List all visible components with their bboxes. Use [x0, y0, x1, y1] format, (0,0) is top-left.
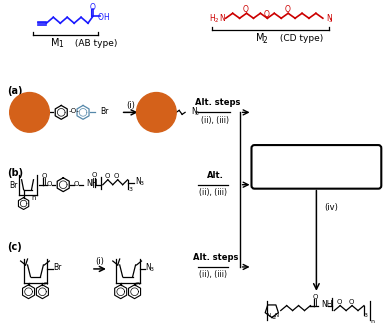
- Circle shape: [136, 93, 176, 132]
- Text: (AB type): (AB type): [72, 38, 118, 48]
- Text: 2: 2: [215, 18, 219, 23]
- Text: M: M: [313, 162, 323, 172]
- Text: 3: 3: [364, 313, 368, 318]
- Circle shape: [10, 93, 49, 132]
- Text: (ii), (iii): (ii), (iii): [199, 188, 227, 197]
- Text: 2: 2: [263, 36, 268, 45]
- Text: O: O: [114, 173, 120, 179]
- Text: N: N: [145, 263, 151, 273]
- Text: NH: NH: [321, 300, 333, 309]
- Text: (iv): (iv): [324, 203, 338, 212]
- Text: M: M: [321, 162, 331, 172]
- Text: (c): (c): [7, 242, 22, 252]
- Text: (ii), (iii): (ii), (iii): [199, 270, 227, 279]
- Text: M: M: [256, 33, 265, 43]
- Text: Br: Br: [100, 107, 108, 116]
- Text: M: M: [329, 162, 339, 172]
- Text: Alt.: Alt.: [207, 171, 224, 180]
- Text: 3: 3: [129, 187, 132, 192]
- Text: 1: 1: [333, 165, 338, 174]
- Text: O: O: [284, 5, 290, 14]
- Text: M: M: [352, 162, 363, 172]
- Text: -O-: -O-: [68, 108, 79, 114]
- FancyBboxPatch shape: [252, 145, 381, 189]
- Text: 1: 1: [349, 165, 354, 174]
- Text: n: n: [136, 281, 140, 286]
- Text: M: M: [51, 38, 60, 48]
- Text: H: H: [103, 13, 109, 22]
- Text: Br: Br: [53, 263, 62, 273]
- Text: O: O: [73, 181, 79, 187]
- Text: 1: 1: [58, 40, 63, 50]
- Text: O: O: [91, 172, 96, 178]
- Text: H: H: [209, 14, 215, 23]
- Text: Br: Br: [10, 181, 18, 190]
- Text: M: M: [337, 162, 347, 172]
- Text: O: O: [104, 173, 109, 179]
- Text: M: M: [345, 162, 355, 172]
- Text: N: N: [136, 177, 141, 186]
- Text: 3: 3: [329, 18, 332, 23]
- Text: n: n: [31, 195, 36, 200]
- Text: 3: 3: [140, 181, 143, 186]
- Text: (ii), (iii): (ii), (iii): [201, 116, 229, 125]
- Text: Alt. steps: Alt. steps: [195, 98, 240, 107]
- Text: O: O: [42, 173, 47, 179]
- Text: n: n: [370, 319, 374, 324]
- Text: O: O: [348, 299, 354, 304]
- Text: n: n: [44, 281, 47, 286]
- Text: 3: 3: [195, 111, 199, 116]
- Text: ≡: ≡: [272, 315, 276, 320]
- Text: N: N: [191, 107, 197, 116]
- Text: N: N: [326, 14, 332, 23]
- Text: NH: NH: [86, 179, 98, 188]
- Text: 2: 2: [341, 165, 347, 174]
- Text: Alt. steps: Alt. steps: [193, 253, 238, 261]
- Text: 2: 2: [325, 165, 330, 174]
- Text: O: O: [243, 5, 249, 14]
- Text: O: O: [336, 299, 342, 304]
- Text: O: O: [98, 13, 104, 22]
- Text: (b): (b): [7, 168, 23, 178]
- Text: O: O: [313, 294, 318, 300]
- Text: 3: 3: [149, 267, 153, 273]
- Text: 1: 1: [318, 165, 323, 174]
- Text: N: N: [219, 14, 225, 23]
- Text: O: O: [263, 10, 269, 19]
- Text: (i): (i): [126, 101, 135, 110]
- Text: 2: 2: [357, 165, 362, 174]
- Text: N: N: [275, 313, 279, 318]
- Text: (CD type): (CD type): [277, 34, 323, 43]
- Text: -x-: -x-: [292, 162, 307, 172]
- Text: N: N: [267, 313, 271, 318]
- Text: O: O: [47, 181, 52, 187]
- Text: (i): (i): [95, 258, 104, 266]
- Text: O: O: [90, 3, 96, 12]
- Text: (a): (a): [7, 85, 22, 96]
- Text: Support: Support: [260, 162, 308, 172]
